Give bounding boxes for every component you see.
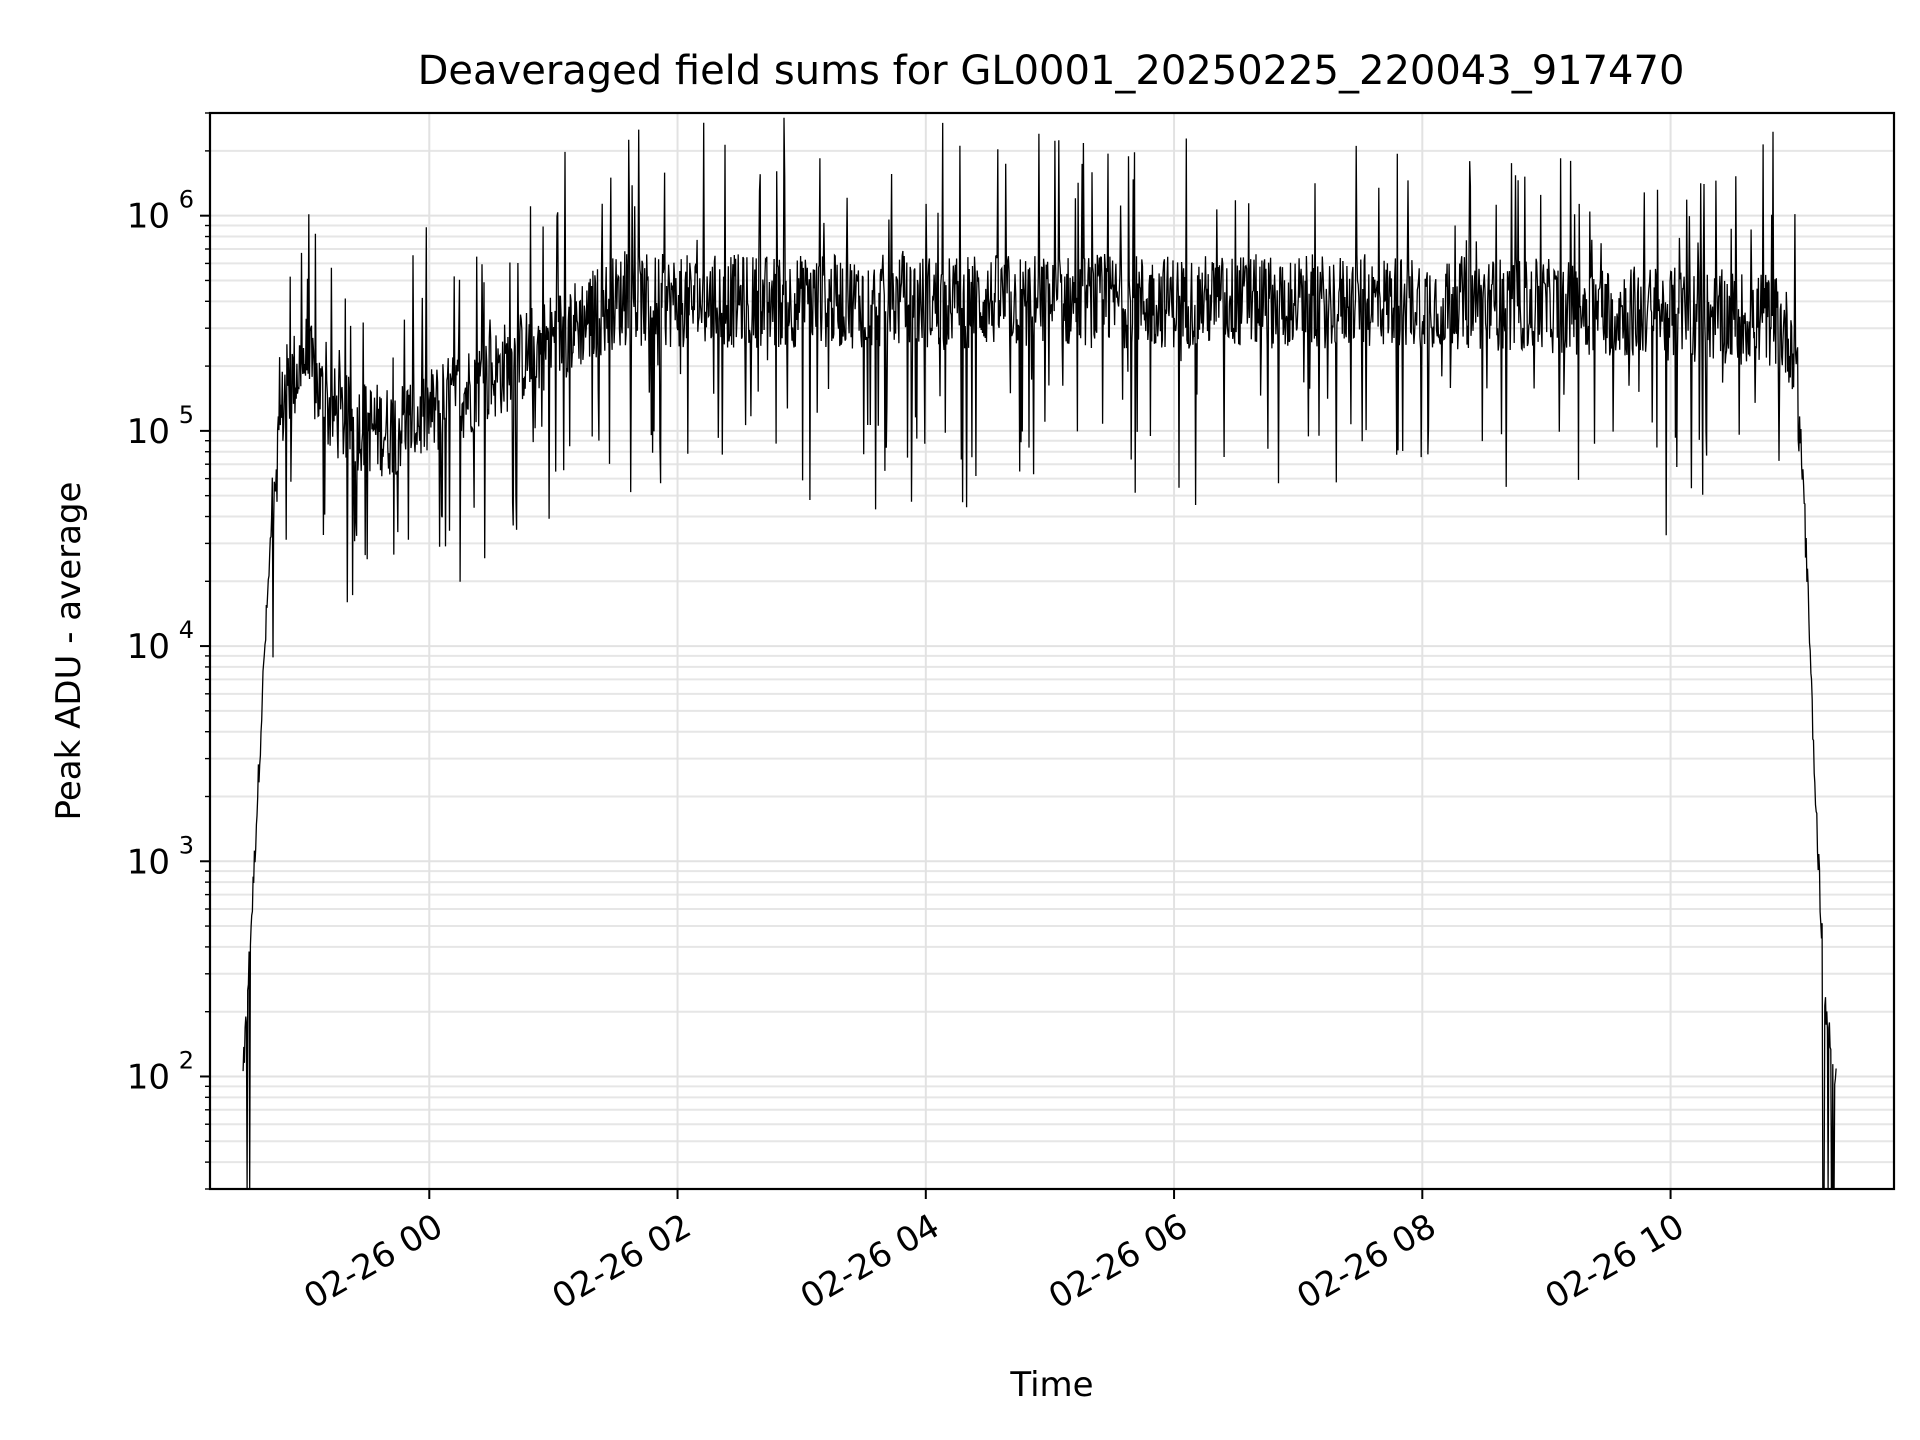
y-tick-exponent: 6 <box>179 186 194 214</box>
y-tick-label: 10 <box>127 1057 170 1097</box>
series-line <box>242 117 1837 1190</box>
y-tick-label: 10 <box>127 197 170 237</box>
x-tick-label: 02-26 06 <box>1042 1206 1194 1317</box>
y-tick-base: 10 <box>127 1057 170 1097</box>
y-tick-base: 10 <box>127 627 170 667</box>
y-tick-base: 10 <box>127 412 170 452</box>
y-tick-exponent: 4 <box>179 616 194 644</box>
x-axis-label: Time <box>1009 1365 1093 1405</box>
x-tick-label: 02-26 10 <box>1539 1206 1691 1317</box>
y-tick-label: 10 <box>127 842 170 882</box>
y-tick-label: 10 <box>127 412 170 452</box>
y-tick-exponent: 3 <box>179 831 194 859</box>
series-layer <box>242 117 1837 1190</box>
y-tick-base: 10 <box>127 197 170 237</box>
y-tick-exponent: 5 <box>179 401 194 429</box>
y-axis-label: Peak ADU - average <box>49 482 89 821</box>
y-tick-exponent: 2 <box>179 1046 194 1074</box>
x-tick-label: 02-26 04 <box>794 1206 946 1317</box>
plot-frame <box>208 111 1896 1191</box>
x-tick-label: 02-26 00 <box>297 1206 449 1317</box>
y-tick-label: 10 <box>127 627 170 667</box>
x-tick-label: 02-26 02 <box>546 1206 698 1317</box>
chart-title: Deaveraged field sums for GL0001_2025022… <box>418 48 1685 94</box>
y-tick-base: 10 <box>127 842 170 882</box>
x-tick-label: 02-26 08 <box>1290 1206 1442 1317</box>
grid <box>210 112 1894 1190</box>
